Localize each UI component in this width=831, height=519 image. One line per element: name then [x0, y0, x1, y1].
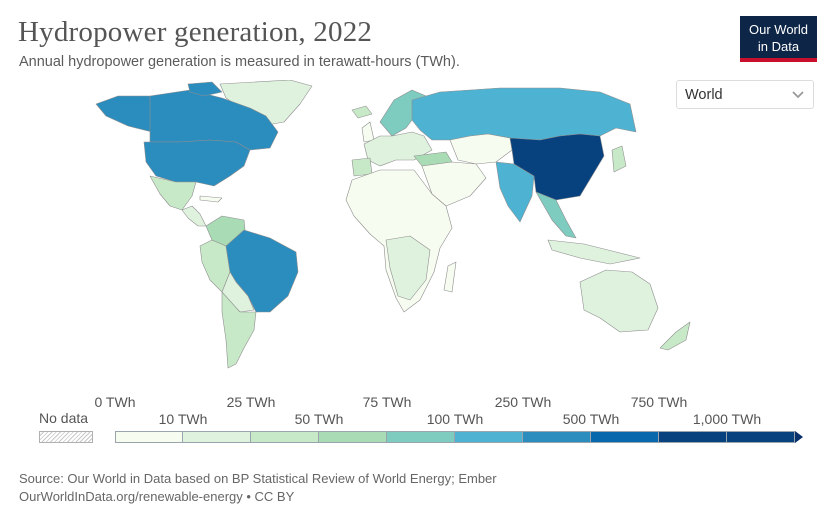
- map-region-japan: [611, 145, 627, 173]
- legend-tick-label: 750 TWh: [630, 394, 688, 410]
- world-map[interactable]: [0, 80, 831, 380]
- map-region-new-zealand: [659, 321, 691, 351]
- legend-bin[interactable]: [115, 431, 183, 443]
- map-region-madagascar: [443, 261, 457, 293]
- license-line[interactable]: OurWorldInData.org/renewable-energy • CC…: [19, 489, 295, 504]
- legend-tick-label: 50 TWh: [294, 411, 344, 427]
- legend-bin[interactable]: [183, 431, 251, 443]
- map-region-caribbean: [199, 195, 223, 203]
- map-region-australia: [579, 269, 659, 333]
- chevron-down-icon: [792, 91, 804, 99]
- chart-title: Hydropower generation, 2022: [18, 16, 373, 48]
- legend-arrow: [795, 431, 803, 443]
- legend-bin[interactable]: [455, 431, 523, 443]
- logo-line-1: Our World: [749, 22, 808, 37]
- map-region-arctic-islands: [187, 81, 223, 97]
- legend-bin[interactable]: [523, 431, 591, 443]
- map-region-central-asia: [449, 133, 513, 165]
- map-region-argentina-chile: [221, 291, 257, 369]
- legend-tick-label: 1,000 TWh: [692, 411, 762, 427]
- map-region-united-states: [143, 139, 251, 187]
- source-line[interactable]: Source: Our World in Data based on BP St…: [19, 471, 497, 486]
- legend-bin[interactable]: [591, 431, 659, 443]
- map-legend: No data 0 TWh 25 TWh 75 TWh 250 TWh 750 …: [0, 388, 831, 448]
- map-region-iberia: [351, 157, 373, 177]
- chart-subtitle: Annual hydropower generation is measured…: [19, 54, 460, 70]
- map-region-central-america: [181, 205, 207, 227]
- map-region-china: [509, 133, 605, 201]
- source-note: Source: Our World in Data based on BP St…: [19, 470, 497, 506]
- legend-tick-label: 75 TWh: [362, 394, 412, 410]
- logo-line-2: in Data: [757, 39, 800, 54]
- map-region-central-africa: [385, 235, 431, 301]
- legend-tick-label: 25 TWh: [226, 394, 276, 410]
- map-region-se-asia: [535, 191, 577, 239]
- legend-tick-label: 0 TWh: [94, 394, 136, 410]
- map-region-mexico: [149, 175, 197, 211]
- legend-tick-label: 100 TWh: [426, 411, 484, 427]
- legend-bin[interactable]: [387, 431, 455, 443]
- owid-logo[interactable]: Our World in Data: [740, 16, 817, 62]
- no-data-swatch[interactable]: [39, 431, 93, 443]
- map-region-alaska: [95, 95, 153, 133]
- legend-bin[interactable]: [727, 431, 795, 443]
- no-data-label: No data: [39, 410, 89, 426]
- map-region-iceland: [351, 105, 373, 119]
- legend-bin[interactable]: [251, 431, 319, 443]
- legend-bin[interactable]: [659, 431, 727, 443]
- map-region-indonesia: [547, 239, 641, 265]
- legend-bins: [115, 431, 795, 443]
- entity-selector[interactable]: World: [676, 80, 814, 109]
- map-region-russia: [411, 87, 637, 141]
- legend-tick-label: 500 TWh: [562, 411, 620, 427]
- legend-tick-label: 250 TWh: [494, 394, 552, 410]
- entity-selector-value: World: [685, 87, 723, 103]
- legend-tick-label: 10 TWh: [158, 411, 208, 427]
- map-region-uk: [361, 121, 375, 143]
- legend-bin[interactable]: [319, 431, 387, 443]
